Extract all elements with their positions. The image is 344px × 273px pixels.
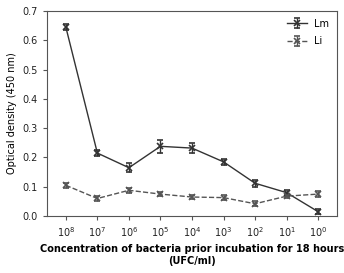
X-axis label: Concentration of bacteria prior incubation for 18 hours
(UFC/ml): Concentration of bacteria prior incubati… — [40, 244, 344, 266]
Legend: Lm, Li: Lm, Li — [284, 16, 332, 49]
Y-axis label: Optical density (450 nm): Optical density (450 nm) — [7, 53, 17, 174]
